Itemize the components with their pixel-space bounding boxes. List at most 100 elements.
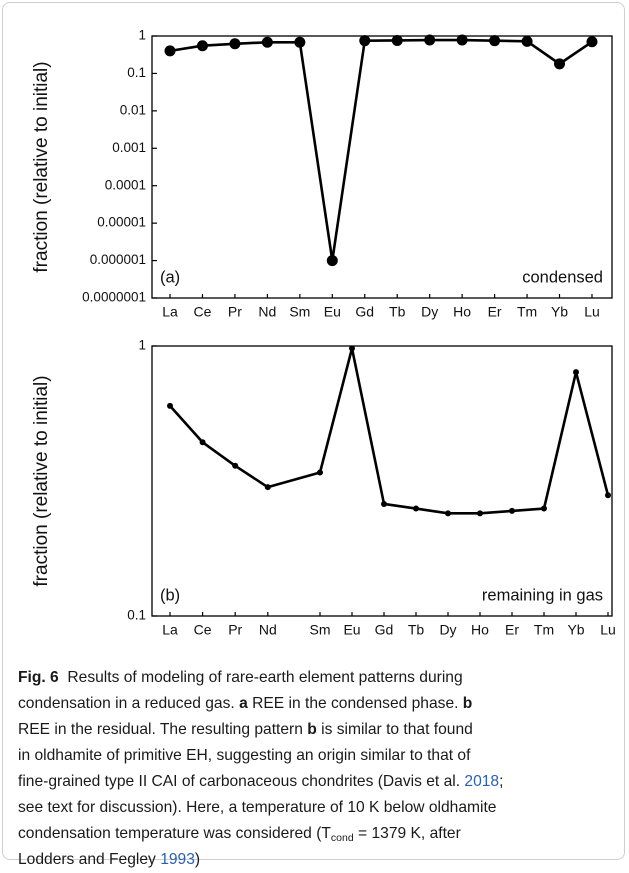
y-tick-label: 0.0000001 — [82, 290, 146, 305]
x-tick-label: Tb — [389, 304, 406, 320]
caption-text: REE in the residual. The resulting patte… — [18, 721, 303, 738]
caption-text: REE in the condensed phase. — [252, 695, 459, 712]
citation-link[interactable]: 1993 — [160, 851, 195, 868]
data-point — [424, 34, 436, 46]
data-point — [261, 36, 273, 48]
x-tick-label: Ce — [194, 622, 212, 638]
charts: 1 0.1 0.01 0.001 0.0001 0.00001 0.000001 0.0000… — [31, 28, 616, 638]
x-tick-label: Tb — [408, 622, 425, 638]
panel-label: (a) — [160, 268, 180, 286]
data-point — [573, 369, 579, 376]
x-tick-label: Lu — [600, 622, 616, 638]
x-tick-label: Ho — [453, 304, 471, 320]
caption-text: fine-grained type II CAI of carbonaceous… — [18, 773, 461, 790]
y-axis-label: fraction (relative to initial) — [31, 375, 52, 586]
x-tick-label: Sm — [310, 622, 331, 638]
x-tick-label: Sm — [289, 304, 310, 320]
x-tick-label: Gd — [375, 622, 394, 638]
plot-frame — [151, 345, 613, 617]
data-point — [359, 35, 371, 47]
caption-ref: b — [307, 721, 317, 738]
caption-ref: a — [239, 695, 248, 712]
data-point — [232, 462, 239, 469]
data-point — [509, 507, 515, 514]
x-tick-label: Eu — [324, 304, 341, 320]
data-point — [229, 38, 241, 50]
data-point — [456, 34, 468, 46]
caption-text: condensation in a reduced gas. — [18, 695, 235, 712]
caption: Fig. 6 Results of modeling of rare-earth… — [18, 665, 618, 873]
data-point — [413, 505, 419, 512]
x-tick-label: Tm — [517, 304, 537, 320]
caption-text: see text for discussion). Here, a temper… — [18, 799, 497, 816]
caption-subscript: cond — [330, 832, 354, 844]
y-tick-label: 0.01 — [120, 102, 146, 117]
data-point — [167, 402, 173, 409]
data-point — [326, 255, 338, 267]
y-tick-label: 1 — [138, 28, 146, 43]
caption-text: = 1379 K, after — [358, 825, 461, 842]
x-tick-label: Er — [505, 622, 519, 638]
data-point — [541, 505, 547, 512]
data-point — [317, 469, 323, 476]
x-tick-label: Pr — [228, 304, 242, 320]
data-point — [381, 500, 387, 507]
data-point — [294, 36, 306, 48]
data-point — [586, 36, 598, 48]
data-point — [489, 35, 501, 47]
caption-text: ) — [194, 851, 201, 868]
data-point — [349, 345, 355, 352]
plot-frame — [151, 35, 613, 299]
x-tick-label: La — [162, 304, 178, 320]
y-tick-label: 0.1 — [127, 608, 146, 623]
panel-label: (b) — [160, 586, 180, 604]
data-point — [605, 492, 611, 499]
caption-ref: b — [462, 695, 473, 712]
x-tick-label: Yb — [567, 622, 584, 638]
x-tick-label: Nd — [259, 622, 277, 638]
figure-frame — [2, 2, 625, 860]
citation-link[interactable]: 2018 — [464, 773, 500, 790]
x-tick-label: Ce — [194, 304, 212, 320]
panel-annotation: condensed — [522, 268, 603, 286]
data-line — [169, 38, 593, 262]
caption-text: is similar to that found — [321, 721, 473, 738]
x-tick-label: Tm — [534, 622, 554, 638]
x-tick-label: Dy — [439, 622, 456, 638]
caption-text: condensation temperature was considered … — [18, 825, 331, 842]
data-line — [169, 347, 610, 515]
data-point — [264, 484, 271, 491]
y-tick-label: 0.0001 — [105, 177, 146, 192]
caption-text: ; — [499, 773, 504, 790]
y-tick-label: 0.1 — [127, 65, 146, 80]
panel-annotation: remaining in gas — [482, 586, 603, 604]
x-tick-label: Nd — [258, 304, 276, 320]
x-tick-label: Gd — [355, 304, 374, 320]
data-point — [196, 40, 208, 52]
caption-label: Fig. 6 — [18, 669, 59, 686]
y-tick-label: 0.000001 — [90, 252, 146, 267]
data-point — [445, 510, 451, 517]
x-tick-label: Dy — [421, 304, 438, 320]
data-point — [477, 510, 483, 517]
x-tick-label: Er — [488, 304, 502, 320]
x-tick-label: Eu — [343, 622, 360, 638]
data-point — [554, 58, 566, 70]
y-tick-label: 1 — [138, 338, 146, 353]
data-point — [199, 439, 206, 446]
data-point — [164, 45, 176, 57]
x-tick-label: Pr — [228, 622, 242, 638]
caption-text: Lodders and Fegley — [18, 851, 156, 868]
caption-text: in oldhamite of primitive EH, suggesting… — [18, 747, 471, 764]
data-point — [521, 35, 533, 47]
x-tick-label: Ho — [471, 622, 489, 638]
caption-text: Results of modeling of rare-earth elemen… — [67, 669, 463, 686]
y-tick-label: 0.001 — [112, 140, 146, 155]
x-tick-label: Lu — [584, 304, 600, 320]
y-axis-label: fraction (relative to initial) — [31, 61, 52, 272]
y-tick-label: 0.00001 — [97, 215, 146, 230]
x-tick-label: Yb — [551, 304, 568, 320]
data-point — [391, 34, 403, 46]
x-tick-label: La — [162, 622, 178, 638]
